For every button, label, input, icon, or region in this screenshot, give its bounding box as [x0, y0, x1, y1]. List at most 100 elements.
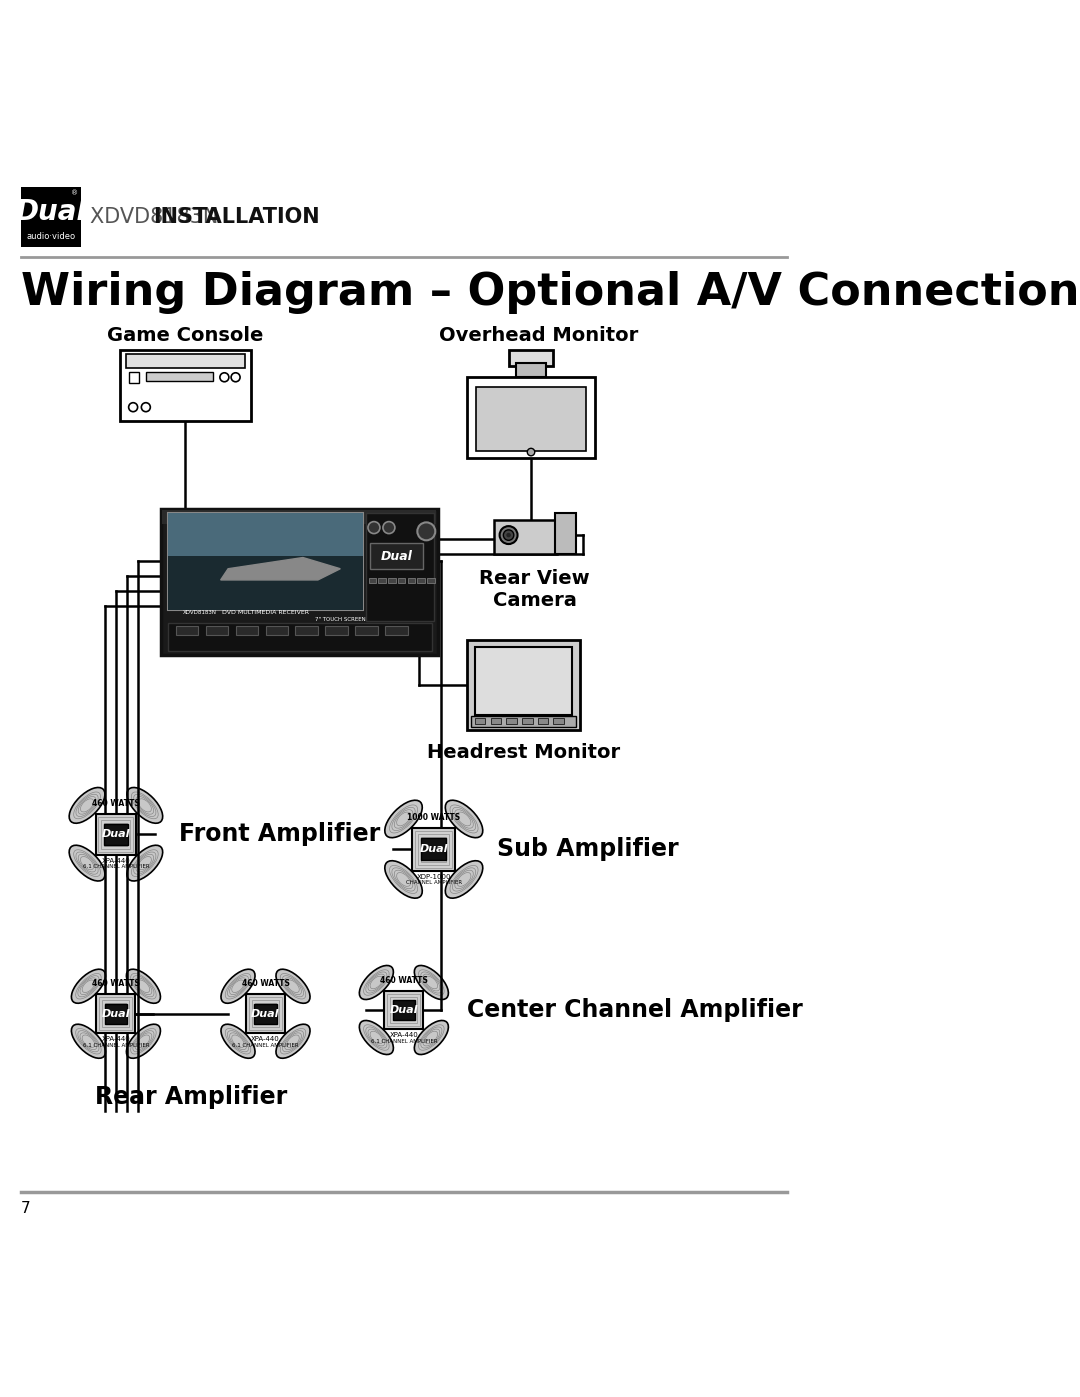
Bar: [509, 349, 553, 366]
Ellipse shape: [384, 861, 422, 898]
Text: Headrest Monitor: Headrest Monitor: [427, 743, 620, 761]
Bar: [249, 997, 282, 1030]
Bar: [538, 718, 549, 724]
Bar: [471, 717, 576, 726]
Bar: [475, 647, 572, 715]
Ellipse shape: [360, 965, 393, 999]
Bar: [254, 1003, 276, 1024]
Text: Overhead Monitor: Overhead Monitor: [438, 326, 638, 345]
Bar: [168, 513, 363, 610]
Bar: [106, 1003, 126, 1024]
Bar: [421, 838, 446, 861]
Bar: [384, 990, 423, 1030]
Bar: [388, 993, 420, 1027]
Bar: [21, 187, 81, 247]
Bar: [416, 831, 453, 868]
Bar: [108, 1006, 123, 1021]
Ellipse shape: [221, 1024, 255, 1059]
Text: XPA-440: XPA-440: [390, 1032, 418, 1038]
Text: Sub Amplifier: Sub Amplifier: [498, 837, 679, 861]
Bar: [252, 1000, 279, 1027]
Text: 460 WATTS: 460 WATTS: [92, 799, 140, 807]
Text: Front Amplifier: Front Amplifier: [179, 823, 381, 847]
Ellipse shape: [126, 970, 161, 1003]
Circle shape: [507, 532, 511, 538]
Bar: [476, 387, 585, 451]
Ellipse shape: [276, 970, 310, 1003]
Text: CHANNEL AMPLIFIER: CHANNEL AMPLIFIER: [406, 880, 462, 886]
Text: Center Channel Amplifier: Center Channel Amplifier: [468, 997, 804, 1023]
Text: 7" TOUCH SCREEN: 7" TOUCH SCREEN: [315, 616, 366, 622]
Bar: [393, 1000, 415, 1020]
Text: Dual: Dual: [102, 830, 131, 840]
Ellipse shape: [127, 788, 163, 823]
Text: Wiring Diagram – Optional A/V Connections: Wiring Diagram – Optional A/V Connection…: [21, 271, 1080, 313]
Bar: [162, 510, 436, 524]
Bar: [407, 578, 415, 583]
Text: Game Console: Game Console: [107, 326, 264, 345]
Bar: [366, 513, 434, 622]
Ellipse shape: [445, 800, 483, 838]
Bar: [296, 626, 318, 634]
Ellipse shape: [415, 1020, 448, 1055]
Text: Dual: Dual: [102, 1009, 131, 1018]
Bar: [427, 578, 434, 583]
Circle shape: [220, 373, 229, 381]
Text: XDVD8183N: XDVD8183N: [184, 610, 217, 615]
Bar: [397, 578, 405, 583]
Bar: [468, 377, 595, 458]
Text: XDVD8183N: XDVD8183N: [90, 207, 225, 228]
Bar: [95, 814, 136, 855]
Ellipse shape: [71, 1024, 106, 1059]
Circle shape: [129, 402, 137, 412]
Text: DVD MULTIMEDIA RECEIVER: DVD MULTIMEDIA RECEIVER: [222, 610, 309, 615]
Bar: [120, 349, 251, 420]
Bar: [388, 578, 395, 583]
Circle shape: [503, 529, 514, 541]
Bar: [355, 626, 378, 634]
Bar: [125, 353, 244, 367]
Text: 6.1 CHANNEL AMPLIFIER: 6.1 CHANNEL AMPLIFIER: [370, 1039, 437, 1044]
Text: XPA-440: XPA-440: [102, 858, 131, 863]
Bar: [555, 513, 576, 553]
Bar: [99, 997, 133, 1030]
Text: Rear View
Camera: Rear View Camera: [480, 569, 590, 609]
Bar: [168, 513, 363, 556]
Text: Dual: Dual: [380, 549, 413, 563]
Bar: [424, 840, 443, 859]
Bar: [255, 1003, 276, 1024]
Ellipse shape: [126, 1024, 161, 1059]
Text: XDP-1000: XDP-1000: [417, 873, 451, 880]
Circle shape: [368, 521, 380, 534]
Bar: [393, 999, 415, 1020]
Bar: [176, 626, 199, 634]
Bar: [370, 542, 422, 569]
Bar: [105, 823, 127, 845]
Text: XPA-440: XPA-440: [252, 1037, 280, 1042]
Text: XPA-440: XPA-440: [102, 1037, 131, 1042]
Text: 6.1 CHANNEL AMPLIFIER: 6.1 CHANNEL AMPLIFIER: [82, 1044, 149, 1048]
Ellipse shape: [276, 1024, 310, 1059]
Bar: [103, 1000, 130, 1027]
Bar: [168, 623, 432, 651]
Bar: [507, 718, 517, 724]
Bar: [108, 826, 124, 842]
Polygon shape: [220, 557, 340, 580]
Bar: [494, 520, 557, 553]
Circle shape: [417, 522, 435, 541]
Circle shape: [231, 373, 240, 381]
Ellipse shape: [127, 845, 163, 882]
Ellipse shape: [445, 861, 483, 898]
Bar: [396, 1003, 411, 1017]
Text: Dual: Dual: [252, 1009, 280, 1018]
Bar: [161, 509, 437, 655]
Bar: [168, 556, 363, 610]
Text: 460 WATTS: 460 WATTS: [380, 975, 428, 985]
Bar: [266, 626, 288, 634]
Bar: [368, 578, 376, 583]
Text: ®: ®: [71, 190, 79, 197]
Text: 460 WATTS: 460 WATTS: [242, 979, 289, 988]
Text: Dual: Dual: [15, 198, 86, 226]
Bar: [413, 828, 455, 870]
Bar: [104, 824, 127, 845]
